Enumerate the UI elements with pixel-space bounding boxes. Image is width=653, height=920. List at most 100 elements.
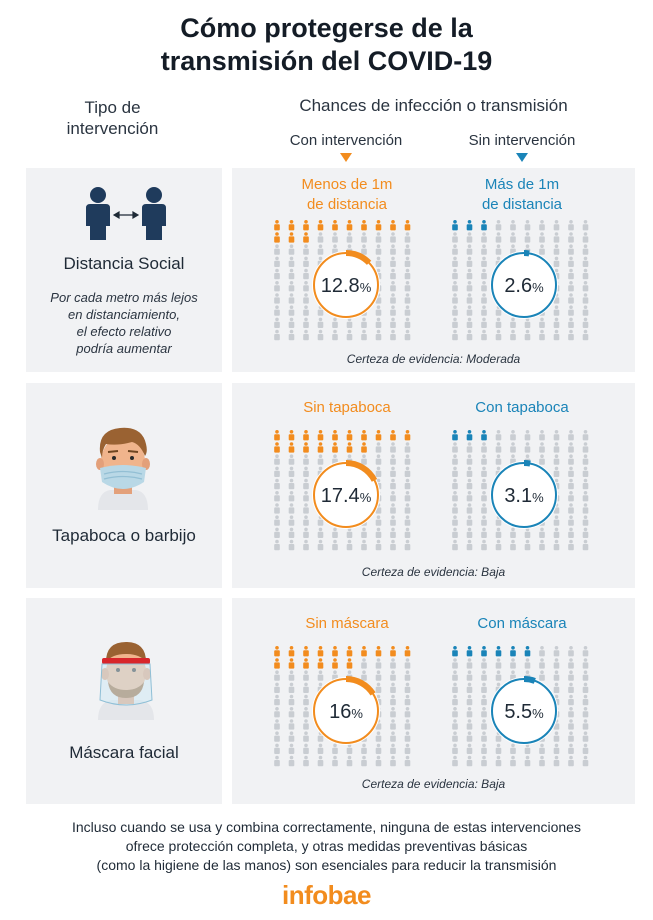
person-icon (539, 430, 545, 441)
person-icon (332, 658, 338, 669)
person-icon (495, 442, 502, 453)
gauge-arc (489, 250, 559, 320)
person-icon (582, 220, 589, 231)
person-icon (274, 442, 280, 453)
person-icon (495, 755, 502, 767)
row-3-right-pictogram: 5.5% (452, 646, 589, 767)
person-icon (481, 478, 487, 490)
person-icon (582, 527, 589, 538)
person-icon (481, 220, 487, 231)
person-icon (568, 454, 574, 465)
person-icon (495, 244, 502, 255)
person-icon (539, 244, 545, 255)
person-icon (375, 430, 382, 441)
person-icon (288, 430, 295, 441)
person-icon (495, 743, 502, 754)
person-icon (346, 442, 353, 453)
person-icon (524, 539, 531, 551)
row-1-right-group-label: Más de 1m de distancia (437, 175, 607, 215)
person-icon (375, 743, 382, 754)
person-icon (466, 329, 473, 341)
person-icon (390, 305, 396, 316)
person-icon (510, 755, 516, 767)
person-icon (390, 755, 396, 767)
person-icon (361, 329, 367, 341)
person-icon (274, 503, 280, 514)
person-icon (481, 430, 487, 441)
person-icon (288, 232, 295, 243)
person-icon (390, 232, 396, 243)
person-icon (390, 491, 396, 502)
person-icon (375, 755, 382, 767)
person-icon (481, 755, 487, 767)
person-icon (361, 317, 367, 328)
person-icon (288, 670, 295, 681)
person-icon (375, 527, 382, 538)
person-icon (317, 658, 324, 669)
person-icon (390, 646, 396, 657)
person-icon (466, 491, 473, 502)
person-icon (582, 515, 589, 526)
person-icon (452, 220, 458, 231)
person-icon (481, 743, 487, 754)
person-icon (274, 220, 280, 231)
person-icon (582, 256, 589, 267)
person-icon (288, 527, 295, 538)
person-icon (568, 220, 574, 231)
person-icon (452, 491, 458, 502)
row-3-certainty: Certeza de evidencia: Baja (361, 777, 506, 791)
person-icon (288, 466, 295, 477)
person-icon (404, 694, 411, 706)
person-icon (346, 743, 353, 754)
person-icon (481, 317, 487, 328)
person-icon (452, 539, 458, 551)
person-icon (375, 731, 382, 742)
person-icon (375, 682, 382, 693)
person-icon (481, 268, 487, 280)
person-icon (539, 646, 545, 657)
person-icon (553, 539, 560, 551)
person-icon (568, 329, 574, 341)
person-icon (466, 268, 473, 280)
person-icon (303, 478, 309, 490)
person-icon (390, 670, 396, 681)
person-icon (317, 232, 324, 243)
person-icon (466, 466, 473, 477)
face-mask-man-icon (96, 427, 150, 510)
person-icon (346, 232, 353, 243)
column-header-intervention-line-1: Tipo de (84, 98, 141, 117)
footer-note: Incluso cuando se usa y combina correcta… (0, 818, 653, 875)
person-icon (452, 317, 458, 328)
person-icon (582, 670, 589, 681)
person-icon (375, 256, 382, 267)
person-icon (481, 305, 487, 316)
person-icon (303, 503, 309, 514)
person-icon (404, 305, 411, 316)
person-icon (452, 329, 458, 341)
person-icon (466, 317, 473, 328)
person-icon (317, 743, 324, 754)
person-icon (317, 539, 324, 551)
person-icon (553, 442, 560, 453)
person-icon (524, 527, 531, 538)
person-icon (568, 244, 574, 255)
person-icon (288, 707, 295, 718)
person-icon (303, 244, 309, 255)
person-icon (481, 515, 487, 526)
person-icon (452, 646, 458, 657)
person-icon (582, 317, 589, 328)
person-icon (303, 515, 309, 526)
person-icon (375, 442, 382, 453)
person-icon (346, 317, 353, 328)
person-icon (466, 646, 473, 657)
person-icon (404, 539, 411, 551)
person-icon (346, 430, 353, 441)
person-icon (495, 454, 502, 465)
person-icon (274, 305, 280, 316)
person-icon (303, 707, 309, 718)
person-icon (332, 442, 338, 453)
person-icon (288, 268, 295, 280)
person-icon (361, 670, 367, 681)
person-icon (452, 670, 458, 681)
person-icon (582, 682, 589, 693)
